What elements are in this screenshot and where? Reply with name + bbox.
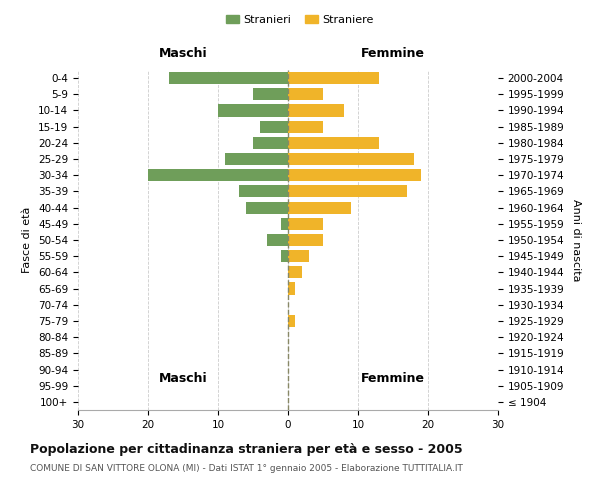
Text: COMUNE DI SAN VITTORE OLONA (MI) - Dati ISTAT 1° gennaio 2005 - Elaborazione TUT: COMUNE DI SAN VITTORE OLONA (MI) - Dati … xyxy=(30,464,463,473)
Bar xyxy=(225,153,288,165)
Text: Maschi: Maschi xyxy=(158,372,208,386)
Bar xyxy=(253,88,288,101)
Bar xyxy=(260,120,288,132)
Bar xyxy=(246,202,288,213)
Text: Popolazione per cittadinanza straniera per età e sesso - 2005: Popolazione per cittadinanza straniera p… xyxy=(30,442,463,456)
Bar xyxy=(288,186,407,198)
Bar xyxy=(288,218,323,230)
Bar xyxy=(288,104,344,117)
Bar xyxy=(169,72,288,84)
Bar xyxy=(281,218,288,230)
Bar xyxy=(148,169,288,181)
Bar xyxy=(288,153,414,165)
Bar xyxy=(239,186,288,198)
Bar xyxy=(281,250,288,262)
Bar xyxy=(288,72,379,84)
Bar xyxy=(288,315,295,327)
Bar xyxy=(288,137,379,149)
Bar xyxy=(288,266,302,278)
Text: Femmine: Femmine xyxy=(361,372,425,386)
Legend: Stranieri, Straniere: Stranieri, Straniere xyxy=(221,10,379,29)
Bar xyxy=(288,202,351,213)
Bar xyxy=(218,104,288,117)
Bar xyxy=(288,88,323,101)
Bar xyxy=(288,120,323,132)
Bar xyxy=(288,250,309,262)
Y-axis label: Anni di nascita: Anni di nascita xyxy=(571,198,581,281)
Bar xyxy=(253,137,288,149)
Bar xyxy=(267,234,288,246)
Bar xyxy=(288,169,421,181)
Text: Femmine: Femmine xyxy=(361,47,425,60)
Bar xyxy=(288,282,295,294)
Text: Maschi: Maschi xyxy=(158,47,208,60)
Y-axis label: Fasce di età: Fasce di età xyxy=(22,207,32,273)
Bar xyxy=(288,234,323,246)
